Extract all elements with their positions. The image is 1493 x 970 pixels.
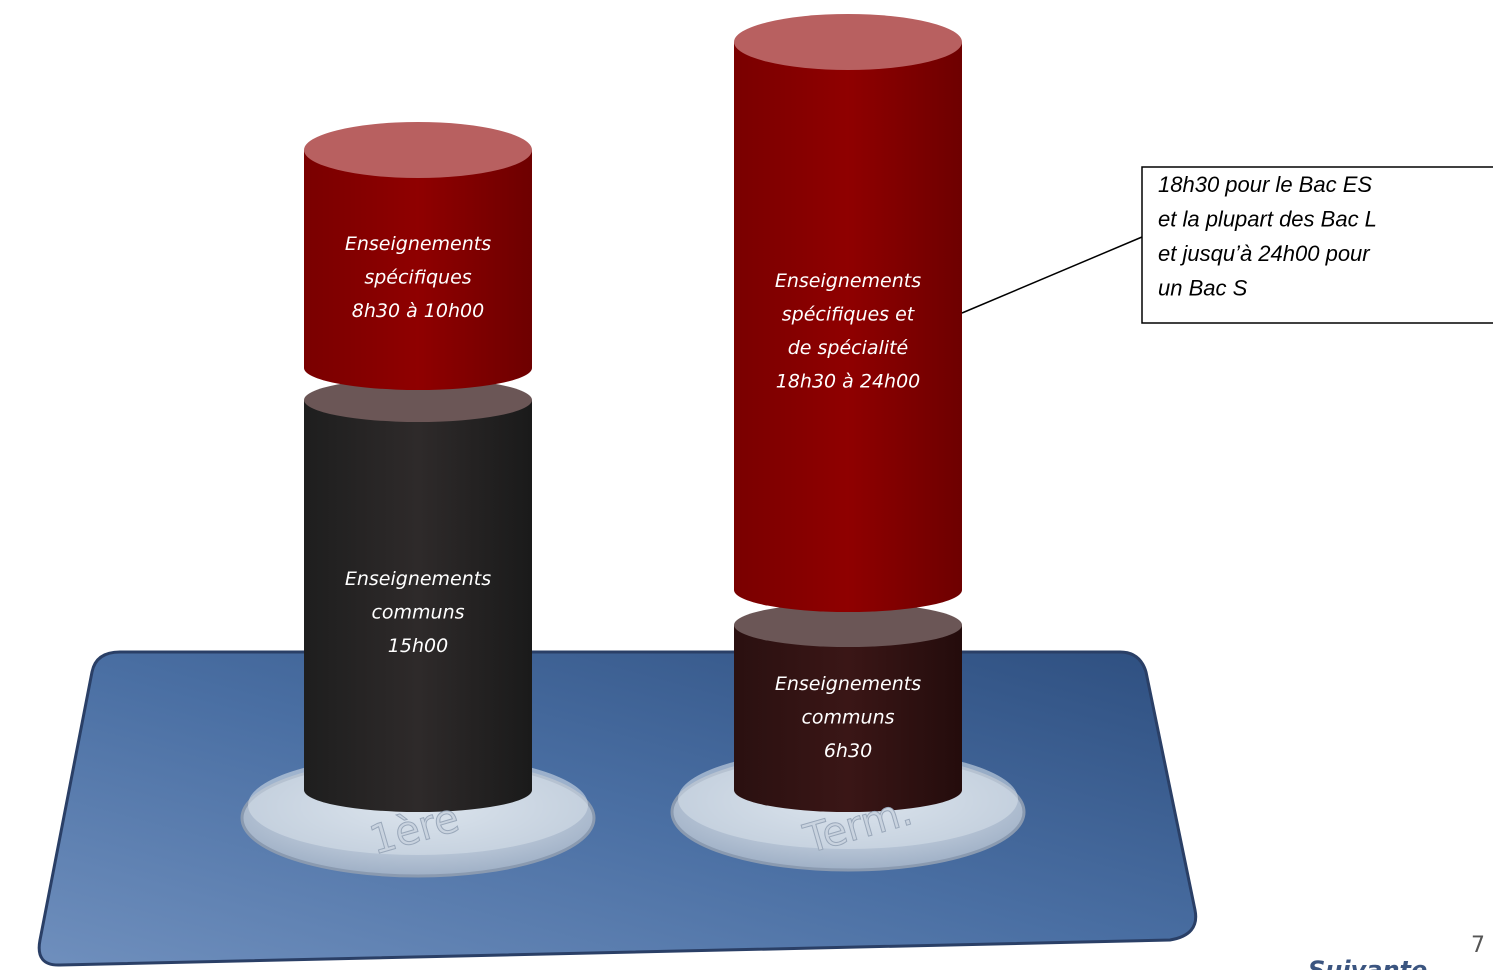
- segment-text: Enseignements: [775, 270, 921, 292]
- segment-text: Enseignements: [345, 233, 491, 255]
- cylinder-top: [304, 378, 532, 422]
- segment-text: de spécialité: [788, 337, 909, 359]
- callout-text: et jusqu’à 24h00 pour: [1158, 241, 1371, 266]
- segment-text: 8h30 à 10h00: [352, 300, 484, 322]
- cylinder-top: [734, 603, 962, 647]
- cylinder-segment: [734, 42, 962, 612]
- cylinder-segment: [304, 400, 532, 812]
- segment-text: Enseignements: [345, 568, 491, 590]
- segment-text: 18h30 à 24h00: [776, 371, 921, 393]
- segment-text: Enseignements: [775, 673, 921, 695]
- segment-text: 6h30: [824, 740, 872, 762]
- page-number: 7: [1471, 933, 1485, 958]
- callout-text: 18h30 pour le Bac ES: [1158, 172, 1372, 197]
- cylinder-top: [734, 14, 962, 70]
- nav-next[interactable]: Suivante: [1308, 956, 1427, 970]
- callout-text: un Bac S: [1158, 276, 1248, 301]
- segment-text: spécifiques et: [782, 304, 916, 326]
- cylinder-segment: [734, 625, 962, 812]
- callout-text: et la plupart des Bac L: [1158, 207, 1377, 232]
- segment-text: 15h00: [388, 635, 448, 657]
- cylinder-segment: [304, 150, 532, 390]
- segment-text: communs: [801, 707, 894, 729]
- callout-line: [961, 236, 1143, 314]
- segment-text: spécifiques: [364, 267, 471, 289]
- callout-box: [1141, 166, 1493, 324]
- segment-text: communs: [371, 602, 464, 624]
- cylinder-top: [304, 122, 532, 178]
